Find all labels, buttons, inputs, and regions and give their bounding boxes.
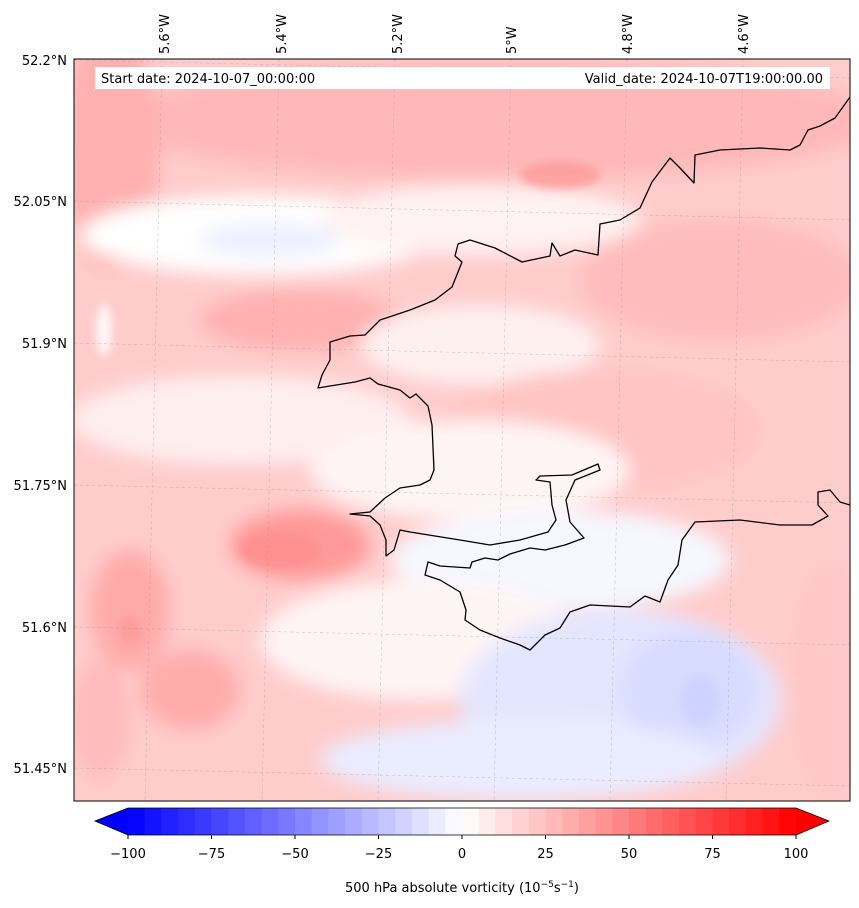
- colorbar-swatches: [128, 808, 797, 835]
- colorbar: −100 −75 −50 −25 0 25 50 75 100 500 hPa absolute…: [93, 807, 831, 896]
- colorbar-tick-label: 75: [704, 847, 721, 862]
- colorbar-label: 500 hPa absolute vorticity (10−5s−1): [345, 880, 579, 896]
- colorbar-swatch: [261, 808, 279, 835]
- colorbar-swatch: [378, 808, 396, 835]
- lat-label: 51.45°N: [14, 762, 67, 777]
- gridlines: [74, 59, 850, 801]
- colorbar-swatch: [562, 808, 580, 835]
- coastline: [317, 96, 850, 651]
- colorbar-swatch: [629, 808, 647, 835]
- colorbar-tick-label: −100: [110, 847, 146, 862]
- lon-label: 4.6°W: [737, 14, 752, 54]
- lon-label: 5.6°W: [158, 14, 173, 54]
- valid-date-label: Valid_date: 2024-10-07T19:00:00.00: [585, 72, 823, 87]
- colorbar-swatch: [712, 808, 730, 835]
- colorbar-swatch: [278, 808, 296, 835]
- colorbar-max-extend: [796, 808, 829, 835]
- longitude-labels: 5.6°W 5.4°W 5.2°W 5°W 4.8°W 4.6°W: [158, 14, 752, 54]
- colorbar-swatch: [495, 808, 513, 835]
- colorbar-swatch: [428, 808, 446, 835]
- lat-label: 52.05°N: [14, 195, 67, 210]
- colorbar-tick-label: 25: [537, 847, 554, 862]
- colorbar-swatch: [512, 808, 530, 835]
- colorbar-swatch: [228, 808, 246, 835]
- colorbar-swatch: [528, 808, 547, 835]
- colorbar-tick-label: −75: [198, 847, 225, 862]
- lon-label: 5.2°W: [391, 14, 406, 54]
- lat-label: 52.2°N: [22, 54, 67, 69]
- vorticity-field: [74, 59, 850, 801]
- header-box: [95, 67, 830, 89]
- colorbar-swatch: [662, 808, 680, 835]
- colorbar-swatch: [395, 808, 413, 835]
- latitude-labels: 52.2°N 52.05°N 51.9°N 51.75°N 51.6°N 51.…: [14, 54, 67, 777]
- colorbar-swatch: [295, 808, 313, 835]
- lat-label: 51.9°N: [22, 337, 67, 352]
- lon-label: 5.4°W: [275, 14, 290, 54]
- colorbar-swatch: [361, 808, 380, 835]
- colorbar-swatch: [411, 808, 430, 835]
- colorbar-swatch: [779, 808, 797, 835]
- colorbar-swatch: [311, 808, 329, 835]
- colorbar-swatch: [244, 808, 263, 835]
- colorbar-swatch: [211, 808, 229, 835]
- colorbar-tick-label: 0: [458, 847, 466, 862]
- lon-label: 4.8°W: [621, 14, 636, 54]
- colorbar-swatch: [178, 808, 196, 835]
- colorbar-swatch: [695, 808, 714, 835]
- colorbar-swatch: [345, 808, 363, 835]
- colorbar-swatch: [128, 808, 146, 835]
- colorbar-swatch: [762, 808, 780, 835]
- colorbar-ticks: −100 −75 −50 −25 0 25 50 75 100: [110, 835, 808, 862]
- start-date-label: Start date: 2024-10-07_00:00:00: [101, 72, 315, 87]
- colorbar-swatch: [445, 808, 463, 835]
- colorbar-swatch: [328, 808, 346, 835]
- colorbar-swatch: [545, 808, 563, 835]
- colorbar-tick-label: 100: [784, 847, 809, 862]
- colorbar-min-extend: [95, 808, 128, 835]
- lat-label: 51.75°N: [14, 479, 67, 494]
- lon-label: 5°W: [505, 26, 520, 54]
- colorbar-swatch: [729, 808, 747, 835]
- colorbar-swatch: [679, 808, 697, 835]
- colorbar-swatch: [612, 808, 630, 835]
- colorbar-swatch: [161, 808, 179, 835]
- map-frame: [73, 58, 851, 802]
- colorbar-tick-label: 50: [621, 847, 638, 862]
- colorbar-swatch: [578, 808, 597, 835]
- colorbar-tick-label: −25: [365, 847, 392, 862]
- colorbar-swatch: [478, 808, 496, 835]
- lat-label: 51.6°N: [22, 621, 67, 636]
- colorbar-swatch: [144, 808, 162, 835]
- colorbar-tick-label: −50: [281, 847, 308, 862]
- colorbar-swatch: [194, 808, 213, 835]
- colorbar-swatch: [462, 808, 480, 835]
- colorbar-swatch: [745, 808, 764, 835]
- colorbar-swatch: [645, 808, 663, 835]
- colorbar-swatch: [595, 808, 613, 835]
